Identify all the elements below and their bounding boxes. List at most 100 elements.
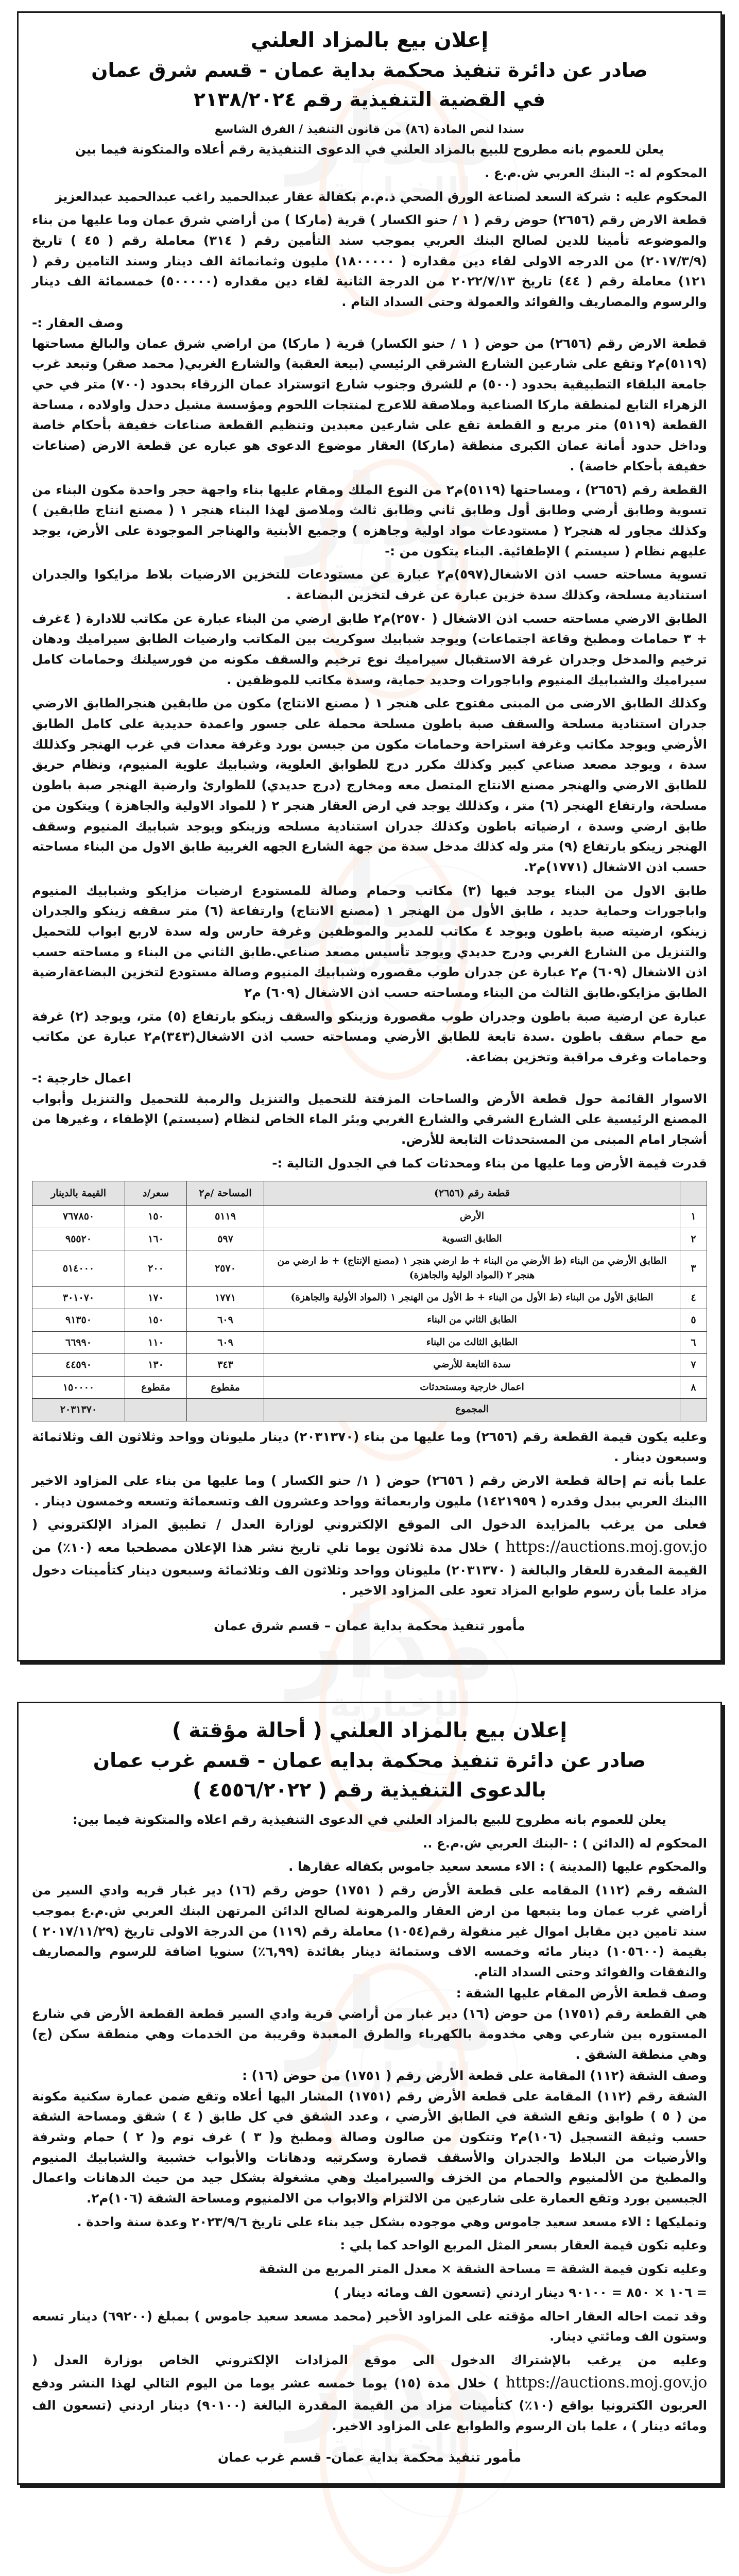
row-value: ٧٦٧٨٥٠ [32, 1205, 125, 1228]
notice-one-total-paragraph: وعليه يكون قيمة القطعة رقم (٢٦٥٦) وما عل… [32, 1429, 707, 1465]
notice-two-unit-description-label: وصف الشقة (١١٢) المقامة على قطعة الأرض ر… [242, 2067, 707, 2083]
table-header-area: المساحة /م٢ [186, 1180, 264, 1206]
row-description: الطابق الثاني من البناء [264, 1309, 680, 1332]
row-area: ٢٥٧٠ [186, 1250, 264, 1287]
row-number: ٨ [680, 1376, 707, 1399]
auction-portal-link[interactable]: https://auctions.moj.gov.jo [505, 2373, 707, 2392]
notice-one-plot-paragraph: قطعة الارض رقم (٢٦٥٦) حوض رقم ( ١ / حنو … [32, 212, 708, 309]
table-header-index [680, 1180, 707, 1206]
notice-one-announcement: يعلن للعموم بانه مطروح للبيع بالمزاد الع… [75, 142, 664, 157]
notice-one-creditor: المحكوم له :- البنك العربي ش.م.ع . [485, 165, 707, 180]
notice-two-award-paragraph: وقد تمت احاله العقار احاله مؤقته على الم… [32, 2308, 707, 2344]
notice-two-title-line-2: صادر عن دائرة تنفيذ محكمة بدايه عمان - ق… [93, 1749, 646, 1772]
notice-one-debtor: المحكوم عليه : شركة السعد لصناعة الورق ا… [55, 189, 707, 204]
row-description: الطابق الأول من البناء (ط الأول من البنا… [264, 1286, 680, 1309]
row-value: ٩١٣٥٠ [32, 1309, 125, 1332]
auction-instructions-prefix: فعلى من يرغب بالمزايدة الدخول الى الموقع… [32, 1517, 707, 1532]
row-area: ٦٠٩ [186, 1309, 264, 1332]
row-area: ٥٩٧ [186, 1227, 264, 1250]
table-header-row: قطعة رقم (٢٦٥٦) المساحة /م٢ سعر/د القيمة… [32, 1180, 707, 1206]
row-area: ٦٠٩ [186, 1331, 264, 1354]
notice-one-property-description-2: القطعة رقم (٢٦٥٦) ، ومساحتها (٥١١٩)م٢ من… [32, 482, 708, 558]
row-number: ٧ [680, 1353, 707, 1377]
row-value: ٤٤٥٩٠ [32, 1353, 125, 1377]
notice-two-title-block: إعلان بيع بالمزاد العلني ( أحالة مؤقتة )… [32, 1716, 707, 1804]
row-area: مقطوع [186, 1376, 264, 1399]
notice-one-ground-floor-extra: وكذلك الطابق الارضى من المبنى مفتوح على … [32, 696, 707, 874]
row-number: ٦ [680, 1331, 707, 1354]
notice-two-debtor: والمحكوم عليها (المدينة ) : الاء مسعد سع… [288, 1859, 707, 1874]
row-area: ١٧٧١ [186, 1286, 264, 1309]
valuation-table-head: قطعة رقم (٢٦٥٦) المساحة /م٢ سعر/د القيمة… [32, 1180, 707, 1206]
row-description: سدة التابعة للأرضي [264, 1353, 680, 1377]
notice-one-award-paragraph: علما بأنه تم إحالة قطعة الارض رقم ( ٢٦٥٦… [32, 1472, 708, 1509]
notice-two-calculation: = ١٠٦ × ٨٥٠ = ٩٠١٠٠ دينار اردني (تسعون ا… [334, 2284, 707, 2300]
row-unit-price: ١١٠ [125, 1331, 187, 1354]
total-area-blank [186, 1398, 264, 1421]
row-number: ٢ [680, 1227, 707, 1250]
notice-one-signature: مأمور تنفيذ محكمة بداية عمان – قسم شرق ع… [214, 1618, 525, 1633]
table-row: ١ الأرض ٥١١٩ ١٥٠ ٧٦٧٨٥٠ [32, 1205, 707, 1228]
row-number: ٣ [680, 1250, 707, 1287]
row-value: ٩٥٥٢٠ [32, 1227, 125, 1250]
row-value: ١٥٠٠٠٠ [32, 1376, 125, 1399]
row-description: اعمال خارجية ومستحدثات [264, 1376, 680, 1399]
notice-one-first-floor: طابق الاول من البناء يوجد فيها (٣) مكاتب… [32, 883, 708, 1000]
row-unit-price: ١٣٠ [125, 1353, 187, 1377]
notice-one-auction-instructions: فعلى من يرغب بالمزايدة الدخول الى الموقع… [32, 1514, 707, 1601]
row-unit-price: ١٥٠ [125, 1205, 187, 1228]
row-number: ١ [680, 1205, 707, 1228]
table-header-plot: قطعة رقم (٢٦٥٦) [264, 1180, 680, 1206]
row-area: ٥١١٩ [186, 1205, 264, 1228]
notice-two-creditor: المحكوم له (الدائن ) : -البنك العربي ش.م… [422, 1835, 707, 1851]
notice-one-third-floor: عبارة عن ارضية صبة باطون وجدران طوب مقصو… [32, 1008, 707, 1065]
notice-two-auction-instructions: وعليه من يرغب بالإشتراك الدخول الى موقع … [32, 2350, 707, 2436]
row-description: الأرض [264, 1205, 680, 1228]
table-row: ٥ الطابق الثاني من البناء ٦٠٩ ١٥٠ ٩١٣٥٠ [32, 1309, 707, 1332]
notice-two-unit-paragraph: الشقه رقم (١١٢) المقامه على قطعة الأرض ر… [32, 1883, 708, 1979]
valuation-table: قطعة رقم (٢٦٥٦) المساحة /م٢ سعر/د القيمة… [32, 1180, 707, 1421]
row-unit-price: ٢٠٠ [125, 1250, 187, 1287]
table-row: ٣ الطابق الأرضي من البناء (ط الأرضي من ا… [32, 1250, 707, 1287]
row-unit-price: ١٦٠ [125, 1227, 187, 1250]
auction-portal-link[interactable]: https://auctions.moj.gov.jo [505, 1537, 707, 1556]
notice-one-external-works: الاسوار القائمة حول قطعة الأرض والساحات … [32, 1091, 707, 1147]
table-total-row: المجموع ٢٠٣١٣٧٠ [32, 1398, 707, 1421]
row-unit-price: ١٥٠ [125, 1309, 187, 1332]
total-value: ٢٠٣١٣٧٠ [32, 1398, 125, 1421]
auction-notice-east-amman: إعلان بيع بالمزاد العلني صادر عن دائرة ت… [17, 11, 722, 1662]
row-value: ٥١٤٠٠٠ [32, 1250, 125, 1287]
table-row: ٢ الطابق التسوية ٥٩٧ ١٦٠ ٩٥٥٢٠ [32, 1227, 707, 1250]
notice-one-property-description-label: وصف العقار :- [32, 315, 124, 330]
table-header-unit-price: سعر/د [125, 1180, 187, 1206]
notice-one-basement-floor: تسوية مساحته حسب اذن الاشغال(٥٩٧)م٢ عبار… [32, 567, 708, 602]
table-row: ٦ الطابق الثالث من البناء ٦٠٩ ١١٠ ٦٦٩٩٠ [32, 1331, 707, 1354]
notice-two-land-description-label: وصف قطعة الأرض المقام عليها الشقة : [456, 1985, 707, 2001]
total-price-blank [125, 1398, 187, 1421]
notice-one-external-works-label: اعمال خارجية :- [32, 1070, 131, 1086]
row-value: ٣٠١٠٧٠ [32, 1286, 125, 1309]
notice-one-title-block: إعلان بيع بالمزاد العلني صادر عن دائرة ت… [32, 25, 707, 114]
notice-two-title-line-1: إعلان بيع بالمزاد العلني ( أحالة مؤقتة ) [171, 1718, 568, 1742]
auction-instructions-suffix: ) خلال مدة ثلاثون يوما تلي تاريخ نشر هذا… [32, 1539, 707, 1598]
total-spacer [680, 1398, 707, 1421]
notice-one-table-caption: قدرت قيمة الأرض وما عليها من بناء ومحدثا… [272, 1155, 707, 1171]
notice-two-signature: مأمور تنفيذ محكمة بداية عمان- قسم غرب عم… [217, 2449, 522, 2465]
row-description: الطابق الأرضي من البناء (ط الأرضي من الب… [264, 1250, 680, 1287]
notice-one-title-line-1: إعلان بيع بالمزاد العلني [250, 28, 489, 52]
notice-two-value-label: وعليه تكون قيمة العقار بسعر المثل المربع… [340, 2238, 707, 2253]
notice-one-ground-floor: الطابق الارضي مساحته حسب اذن الاشغال ( ٢… [32, 611, 707, 687]
row-unit-price: مقطوع [125, 1376, 187, 1399]
table-row: ٧ سدة التابعة للأرضي ٣٤٣ ١٣٠ ٤٤٥٩٠ [32, 1353, 707, 1377]
notice-two-ownership: وتمليكها : الاء مسعد سعيد جاموس وهي موجو… [77, 2214, 707, 2229]
row-area: ٣٤٣ [186, 1353, 264, 1377]
auction-notice-west-amman: إعلان بيع بالمزاد العلني ( أحالة مؤقتة )… [17, 1701, 722, 2485]
notice-two-announcement: يعلن للعموم بانه مطروح للبيع بالمزاد الع… [72, 1812, 667, 1827]
row-value: ٦٦٩٩٠ [32, 1331, 125, 1354]
notice-one-title-line-3: في القضية التنفيذية رقم ٢١٣٨/٢٠٢٤ [193, 88, 546, 111]
table-row: ٤ الطابق الأول من البناء (ط الأول من الب… [32, 1286, 707, 1309]
table-header-value: القيمة بالدينار [32, 1180, 125, 1206]
row-description: الطابق الثالث من البناء [264, 1331, 680, 1354]
auction-instructions-suffix: ) خلال مدة (١٥) يوما خمسه عشر يوما من ال… [32, 2375, 707, 2433]
